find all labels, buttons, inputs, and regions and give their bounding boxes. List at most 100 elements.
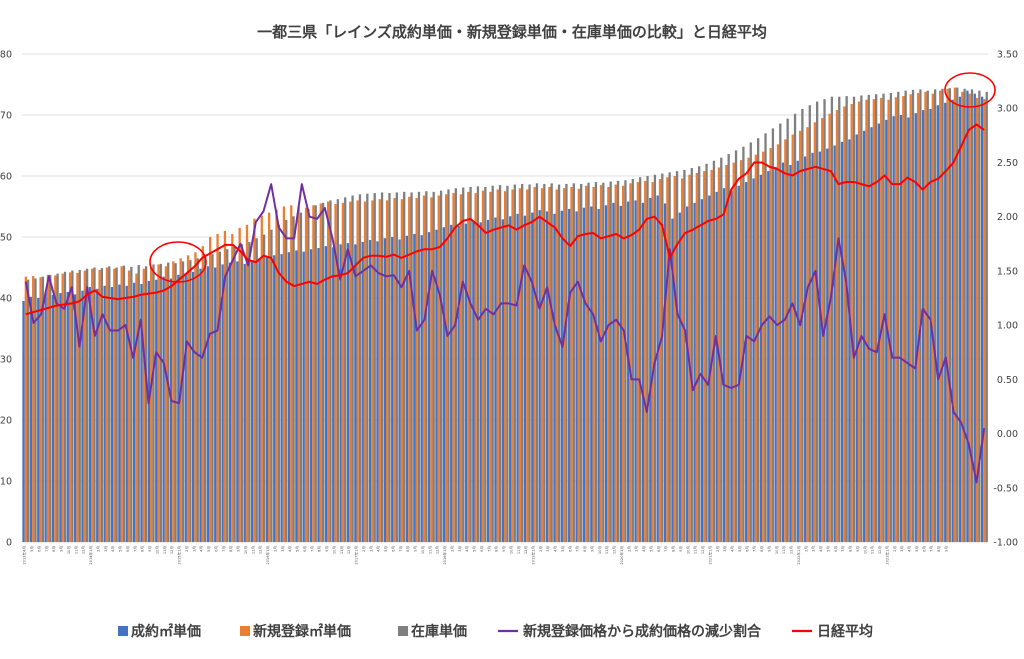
- bar: [206, 266, 210, 542]
- bar: [329, 200, 332, 542]
- bar: [137, 265, 140, 542]
- bar: [302, 251, 305, 542]
- x-tick-label: 9月: [678, 546, 683, 552]
- bar: [808, 105, 811, 543]
- bar: [513, 184, 516, 543]
- bar: [430, 197, 433, 542]
- bar: [85, 268, 89, 542]
- bar: [388, 193, 391, 542]
- bar: [804, 156, 807, 543]
- bar: [727, 154, 730, 543]
- bar: [282, 206, 286, 542]
- bar: [956, 87, 959, 543]
- bar: [378, 199, 381, 542]
- bar: [811, 152, 814, 542]
- bar: [555, 189, 558, 543]
- bar: [621, 185, 625, 542]
- bar: [874, 94, 878, 542]
- y-right-tick-label: 3.50: [997, 50, 1018, 61]
- bar: [501, 219, 504, 542]
- y-right-tick-label: 2.00: [997, 212, 1018, 223]
- bar: [152, 264, 155, 542]
- legend-swatch: [118, 626, 128, 636]
- bar: [265, 256, 269, 542]
- x-tick-label: 3月: [899, 546, 904, 552]
- bar: [624, 180, 627, 542]
- bar: [162, 276, 165, 542]
- bar: [186, 255, 190, 543]
- x-tick-label: 6月: [479, 546, 484, 552]
- bar: [646, 176, 649, 542]
- bar: [46, 274, 50, 542]
- bar: [260, 215, 263, 542]
- bar: [599, 185, 603, 542]
- bar: [941, 88, 944, 543]
- bar: [273, 255, 276, 543]
- bar: [880, 97, 883, 543]
- bar: [317, 247, 320, 543]
- bar: [150, 267, 153, 542]
- bar: [535, 183, 539, 542]
- bar: [472, 221, 475, 542]
- bar: [710, 169, 713, 542]
- x-tick-label: 3月: [280, 546, 285, 552]
- x-tick-label: 7月: [752, 546, 757, 552]
- bar: [135, 273, 138, 542]
- bar: [108, 266, 111, 542]
- bar: [899, 115, 903, 542]
- x-tick-label: 5月: [383, 546, 388, 552]
- bar: [907, 117, 910, 542]
- bar: [764, 133, 767, 543]
- x-tick-label: 3月: [545, 546, 550, 552]
- x-tick-label: 12月: [169, 546, 174, 554]
- x-tick-label: 6月: [302, 546, 307, 552]
- bar: [565, 183, 568, 542]
- bar: [201, 246, 204, 542]
- bar: [656, 195, 659, 542]
- bar: [275, 209, 278, 543]
- x-tick-label: 6月: [36, 546, 41, 552]
- bar: [344, 197, 347, 542]
- bar: [793, 113, 797, 542]
- x-tick-label: 6月: [656, 546, 661, 552]
- bar: [439, 190, 443, 542]
- bar: [568, 208, 571, 542]
- x-tick-label: 10月: [508, 546, 513, 554]
- bar: [66, 291, 69, 542]
- x-tick-label: 8月: [671, 546, 676, 552]
- bar: [983, 99, 986, 542]
- bar: [690, 168, 693, 542]
- bar: [678, 212, 681, 542]
- bar: [59, 293, 62, 542]
- bar: [754, 154, 757, 542]
- x-tick-label: 2月: [715, 546, 720, 552]
- series-line: [25, 123, 985, 316]
- x-tick-label: 7月: [398, 546, 403, 552]
- bar: [120, 266, 123, 542]
- bar: [214, 267, 217, 542]
- y-left-tick-label: 30: [0, 355, 12, 366]
- bar: [649, 197, 652, 542]
- bar: [297, 206, 300, 542]
- bar: [585, 185, 588, 542]
- x-tick-label: 4月: [818, 546, 823, 552]
- x-tick-label: 11月: [427, 546, 432, 554]
- y-left-tick-label: 10: [0, 477, 12, 488]
- bar: [295, 250, 298, 543]
- bar: [863, 130, 866, 543]
- bar: [786, 118, 789, 542]
- bar: [464, 223, 468, 542]
- bar: [380, 192, 384, 542]
- y-left-tick-label: 70: [0, 111, 12, 122]
- bar: [715, 191, 718, 543]
- bar: [223, 230, 227, 542]
- x-tick-label: 10月: [331, 546, 336, 554]
- bar: [602, 182, 605, 542]
- bar: [789, 165, 792, 542]
- y-left-tick-label: 0: [6, 538, 12, 549]
- bar: [447, 189, 450, 543]
- bar: [491, 185, 494, 542]
- bar: [550, 183, 553, 542]
- x-tick-label: 4月: [287, 546, 292, 552]
- bar: [209, 237, 212, 542]
